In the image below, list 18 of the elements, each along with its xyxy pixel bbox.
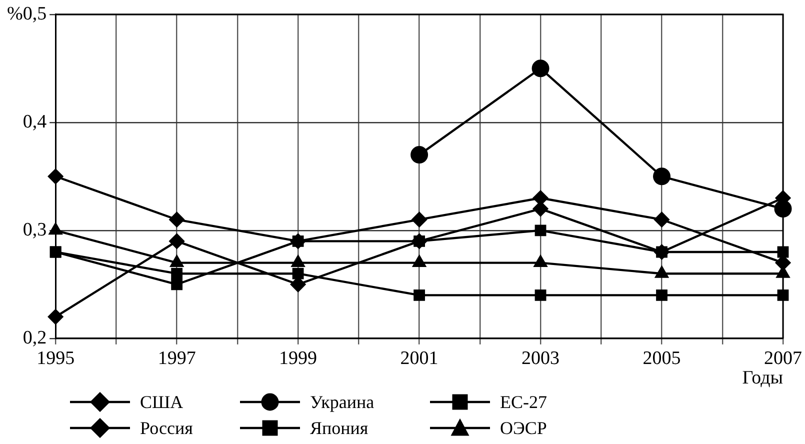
y-tick-label: 0,2 (22, 327, 47, 348)
y-tick-label: %0,5 (7, 3, 47, 24)
x-axis-title: Годы (742, 368, 784, 389)
legend-label: Россия (140, 418, 193, 438)
x-tick-label: 2007 (764, 348, 802, 369)
legend-label: ОЭСР (500, 418, 547, 438)
legend-label: Япония (310, 418, 368, 438)
x-tick-label: 1995 (36, 348, 75, 369)
legend-label: Украина (310, 392, 374, 412)
legend-label: ЕС-27 (500, 392, 547, 412)
y-tick-label: 0,3 (22, 219, 47, 240)
x-tick-label: 2003 (522, 348, 560, 369)
x-tick-label: 1999 (279, 348, 318, 369)
x-tick-label: 1997 (158, 348, 196, 369)
x-tick-label: 2005 (642, 348, 681, 369)
y-tick-label: 0,4 (22, 111, 48, 132)
x-tick-label: 2001 (400, 348, 438, 369)
legend-label: США (140, 392, 184, 412)
